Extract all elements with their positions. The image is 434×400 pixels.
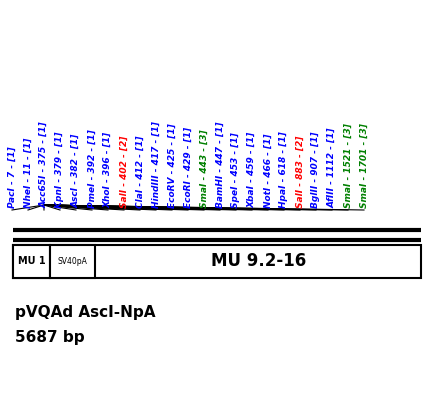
Text: MU 1: MU 1 [18, 256, 45, 266]
Text: XhoI - 396 - [1]: XhoI - 396 - [1] [103, 132, 112, 208]
Text: PacI - 7 - [1]: PacI - 7 - [1] [7, 146, 16, 208]
Text: SV40pA: SV40pA [58, 257, 88, 266]
Text: HindIII - 417 - [1]: HindIII - 417 - [1] [151, 121, 161, 208]
Bar [13, 245, 421, 278]
Text: 5687 bp: 5687 bp [15, 330, 85, 345]
Text: EcoRV - 425 - [1]: EcoRV - 425 - [1] [168, 123, 177, 208]
Text: SalI - 402 - [2]: SalI - 402 - [2] [119, 136, 128, 208]
Text: NheI - 11 - [1]: NheI - 11 - [1] [23, 138, 33, 208]
Bar [13, 245, 50, 278]
Text: PmeI - 392 - [1]: PmeI - 392 - [1] [88, 129, 96, 208]
Text: XbaI - 459 - [1]: XbaI - 459 - [1] [247, 132, 256, 208]
Text: SalI - 883 - [2]: SalI - 883 - [2] [296, 136, 305, 208]
Text: Acc65I - 375 - [1]: Acc65I - 375 - [1] [39, 121, 49, 208]
Text: BglII - 907 - [1]: BglII - 907 - [1] [312, 132, 320, 208]
Text: pVQAd AscI-NpA: pVQAd AscI-NpA [15, 305, 155, 320]
Text: SpeI - 453 - [1]: SpeI - 453 - [1] [231, 132, 240, 208]
Text: MU 9.2-16: MU 9.2-16 [210, 252, 306, 270]
Text: KpnI - 379 - [1]: KpnI - 379 - [1] [56, 132, 65, 208]
Text: BamHI - 447 - [1]: BamHI - 447 - [1] [216, 122, 224, 208]
Text: AscI - 382 - [1]: AscI - 382 - [1] [72, 134, 80, 208]
Text: SmaI - 443 - [3]: SmaI - 443 - [3] [200, 129, 208, 208]
Text: EcoRI - 429 - [1]: EcoRI - 429 - [1] [184, 127, 193, 208]
Text: AfIII - 1112 - [1]: AfIII - 1112 - [1] [328, 128, 336, 208]
Text: SmaI - 1521 - [3]: SmaI - 1521 - [3] [343, 123, 352, 208]
Text: HpaI - 618 - [1]: HpaI - 618 - [1] [279, 131, 289, 208]
Text: SmaI - 1701 - [3]: SmaI - 1701 - [3] [359, 123, 368, 208]
Text: ClaI - 412 - [1]: ClaI - 412 - [1] [135, 136, 145, 208]
Bar [50, 245, 95, 278]
Text: NotI - 466 - [1]: NotI - 466 - [1] [263, 134, 273, 208]
